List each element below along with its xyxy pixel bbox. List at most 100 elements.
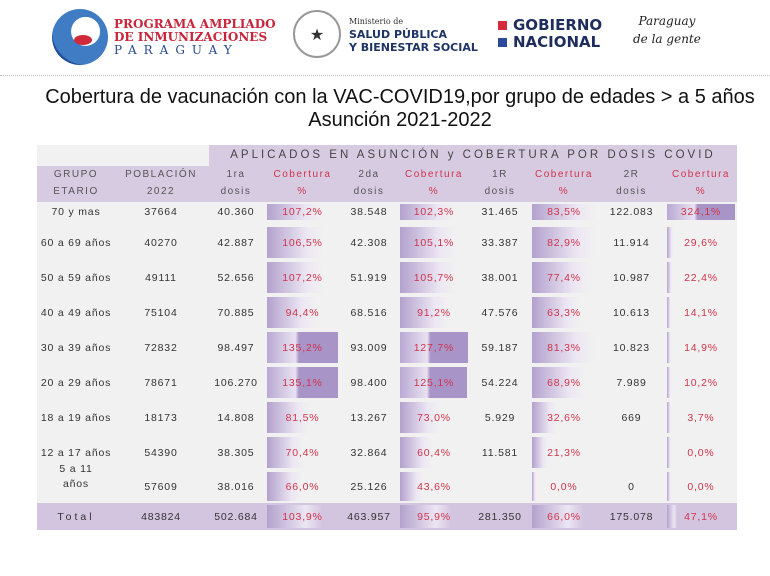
table-cell: 32.864: [350, 446, 388, 459]
coverage-bar: [400, 472, 424, 501]
coverage-bar: [267, 297, 317, 328]
table-cell: 281.350: [478, 510, 522, 523]
pai-logo: PROGRAMA AMPLIADO DE INMUNIZACIONES PARA…: [52, 9, 276, 65]
table-cell: 94,4%: [285, 306, 320, 319]
coverage-bar: [267, 367, 338, 398]
slogan-line2: de la gente: [633, 32, 701, 46]
coverage-bar: [667, 402, 671, 433]
table-cell: 107,2%: [282, 271, 323, 284]
age-group: 20 a 29 años: [40, 376, 112, 389]
column-header: POBLACIÓN: [125, 169, 197, 180]
coverage-bar: [400, 297, 449, 328]
table-cell: 103,9%: [282, 510, 323, 523]
table-cell: 10,2%: [684, 376, 718, 389]
age-group: 40 a 49 años: [40, 306, 112, 319]
table-cell: 3,7%: [687, 411, 715, 424]
ministerio-line2: SALUD PÚBLICA: [349, 27, 448, 41]
coverage-bar: [400, 332, 468, 363]
column-header: Cobertura: [535, 169, 593, 180]
ministerio-line1: Ministerio de: [349, 16, 404, 26]
table-cell: 42.308: [350, 236, 388, 249]
table-cell: 81,3%: [547, 341, 581, 354]
table-cell: 0,0%: [687, 446, 715, 459]
coverage-bar: [532, 297, 581, 328]
coverage-bar: [400, 437, 433, 468]
age-group: 12 a 17 años: [40, 446, 112, 459]
gobierno-line2: NACIONAL: [513, 33, 601, 51]
table-cell: 91,2%: [417, 306, 451, 319]
table-cell: 47,1%: [684, 510, 718, 523]
age-group: 5 a 11 años: [59, 463, 93, 490]
table-cell: 105,7%: [413, 271, 455, 284]
coverage-bar: [667, 472, 671, 501]
table-cell: 102,3%: [413, 206, 455, 218]
table-cell: 40270: [144, 236, 178, 249]
table-cell: 11.581: [481, 446, 519, 459]
table-cell: 18173: [144, 411, 178, 424]
table-cell: 42.887: [217, 236, 255, 249]
table-cell: 95,9%: [417, 510, 451, 523]
coverage-bar: [667, 367, 671, 398]
coverage-bar: [267, 402, 310, 433]
age-group: 70 y mas: [51, 206, 101, 218]
table-cell: 502.684: [214, 510, 258, 523]
table-header: [37, 166, 737, 202]
coverage-bar: [267, 505, 322, 528]
table-cell: 82,9%: [547, 236, 581, 249]
column-header: %: [695, 186, 707, 197]
table-cell: 14.808: [217, 411, 255, 424]
table-cell: 106,5%: [282, 236, 323, 249]
coverage-bar: [400, 227, 456, 258]
column-header: 2022: [146, 186, 176, 197]
table-cell: 11.914: [613, 236, 650, 249]
table-cell: 40.360: [217, 206, 255, 218]
coverage-bar: [532, 472, 536, 501]
table-cell: 70,4%: [285, 446, 320, 459]
table-cell: 83,5%: [547, 206, 581, 218]
column-header: %: [297, 186, 308, 197]
coverage-bar: [532, 227, 596, 258]
coverage-bar: [267, 437, 304, 468]
table-cell: 98.400: [350, 376, 388, 389]
table-cell: 68,9%: [547, 376, 581, 389]
table-cell: 38.548: [350, 206, 388, 218]
table-cell: 669: [621, 411, 642, 424]
table-cell: 105,1%: [413, 236, 455, 249]
column-header: 1R: [492, 169, 508, 180]
column-header: dosis: [616, 186, 647, 197]
table-cell: 13.267: [350, 411, 388, 424]
table-cell: 0,0%: [550, 480, 578, 493]
table-cell: 107,2%: [282, 206, 323, 218]
table-cell: 51.919: [350, 271, 388, 284]
age-group: 30 a 39 años: [40, 341, 112, 354]
table-cell: 32,6%: [547, 411, 581, 424]
table-cell: 7.989: [616, 376, 647, 389]
gobierno-logo: GOBIERNO NACIONAL: [498, 17, 602, 51]
ministerio-line3: Y BIENESTAR SOCIAL: [349, 40, 478, 54]
table-cell: 324,1%: [680, 206, 722, 218]
coverage-bar: [532, 505, 583, 528]
table-cell: 14,1%: [684, 306, 718, 319]
table-cell: 98.497: [217, 341, 255, 354]
table-cell: 43,6%: [417, 480, 451, 493]
table-cell: 66,0%: [547, 510, 581, 523]
table-cell: 73,0%: [417, 411, 451, 424]
coverage-bar: [532, 367, 585, 398]
table-cell: 54390: [144, 446, 178, 459]
table-cell: 81,5%: [285, 411, 320, 424]
coverage-bar: [267, 262, 324, 293]
age-group: 50 a 59 años: [40, 271, 112, 284]
table-cell: 127,7%: [413, 341, 455, 354]
coverage-bar: [667, 204, 735, 220]
pai-line2: DE INMUNIZACIONES: [114, 29, 268, 44]
table-cell: 463.957: [347, 510, 391, 523]
table-cell: 14,9%: [684, 341, 718, 354]
coverage-table: APLICADOS EN ASUNCIÓN y COBERTURA POR DO…: [37, 145, 737, 530]
table-cell: 22,4%: [684, 271, 718, 284]
coverage-bar: [667, 505, 677, 528]
coverage-bar: [667, 297, 671, 328]
coverage-bar: [267, 332, 338, 363]
table-cell: 21,3%: [547, 446, 581, 459]
table-cell: 70.885: [217, 306, 255, 319]
table-cell: 0: [628, 480, 635, 493]
